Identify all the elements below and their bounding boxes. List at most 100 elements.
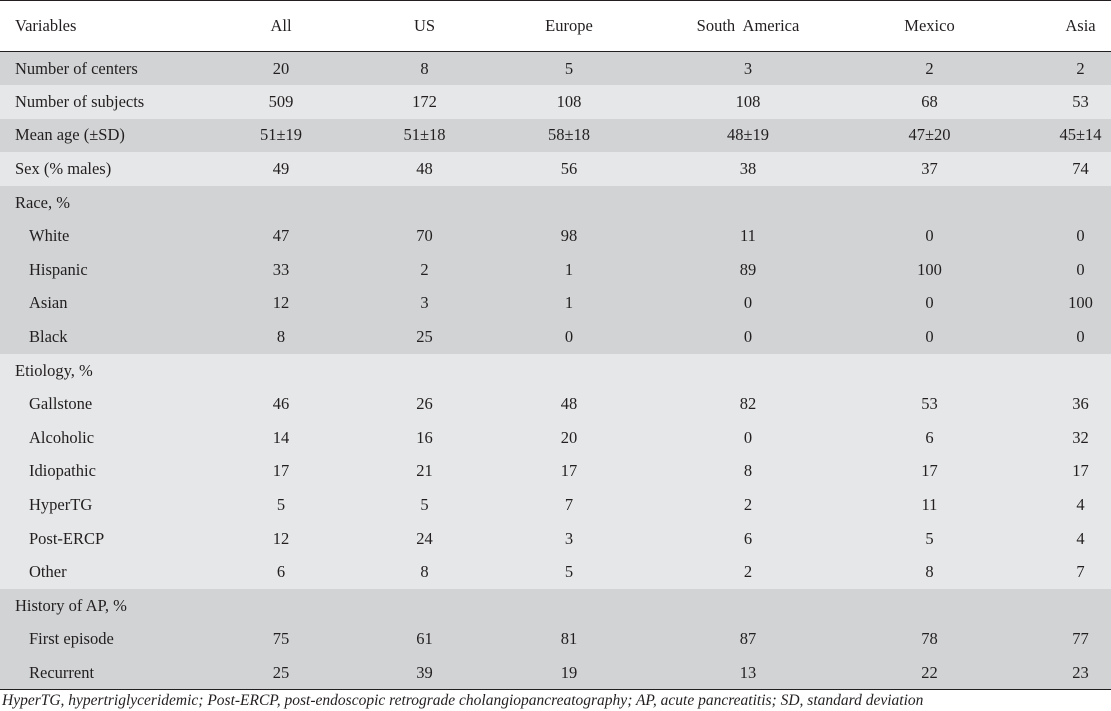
cell-asia: 7 xyxy=(1022,555,1111,589)
column-header-europe: Europe xyxy=(479,0,659,52)
cell-us: 21 xyxy=(370,454,479,489)
cell-south-america: 11 xyxy=(659,219,837,254)
cell-europe: 19 xyxy=(479,656,659,691)
cell-europe: 7 xyxy=(479,488,659,522)
row-sublabel: Gallstone xyxy=(0,387,192,422)
cell-europe: 5 xyxy=(479,51,659,86)
cell-all: 17 xyxy=(192,454,370,489)
cell-all: 33 xyxy=(192,253,370,287)
cell-south-america: 2 xyxy=(659,555,837,589)
cell-all: 8 xyxy=(192,320,370,354)
cell-us xyxy=(370,185,479,220)
row-sublabel: HyperTG xyxy=(0,488,192,522)
cell-south-america xyxy=(659,185,837,220)
cell-mexico xyxy=(837,353,1022,388)
cell-all: 47 xyxy=(192,219,370,254)
cell-south-america: 82 xyxy=(659,387,837,422)
column-header-mexico: Mexico xyxy=(837,0,1022,52)
cell-us: 172 xyxy=(370,85,479,119)
cell-asia: 0 xyxy=(1022,253,1111,287)
row-sublabel: Alcoholic xyxy=(0,421,192,455)
cell-us: 2 xyxy=(370,253,479,287)
row-sublabel: Hispanic xyxy=(0,253,192,287)
cell-mexico: 78 xyxy=(837,622,1022,657)
cell-europe: 81 xyxy=(479,622,659,657)
cell-asia: 17 xyxy=(1022,454,1111,489)
row-label: Number of subjects xyxy=(0,85,192,119)
table-row: Black 8 25 0 0 0 0 xyxy=(0,320,1111,354)
cell-south-america: 13 xyxy=(659,656,837,691)
cell-mexico: 0 xyxy=(837,320,1022,354)
cell-all xyxy=(192,589,370,623)
cell-mexico: 2 xyxy=(837,51,1022,86)
table-header-row: Variables All US Europe South America Me… xyxy=(0,0,1111,52)
cell-all: 25 xyxy=(192,656,370,691)
cell-asia: 0 xyxy=(1022,219,1111,254)
cell-us: 51±18 xyxy=(370,118,479,153)
cell-europe: 1 xyxy=(479,286,659,321)
cell-asia: 45±14 xyxy=(1022,118,1111,153)
row-label: History of AP, % xyxy=(0,589,192,623)
table-row: Recurrent 25 39 19 13 22 23 xyxy=(0,656,1111,691)
row-label: Number of centers xyxy=(0,51,192,86)
table-row: Hispanic 33 2 1 89 100 0 xyxy=(0,253,1111,287)
cell-europe: 58±18 xyxy=(479,118,659,153)
row-sublabel: Asian xyxy=(0,286,192,321)
cell-us: 25 xyxy=(370,320,479,354)
cell-mexico xyxy=(837,185,1022,220)
cell-mexico: 37 xyxy=(837,152,1022,186)
cell-asia: 74 xyxy=(1022,152,1111,186)
cell-us: 39 xyxy=(370,656,479,691)
column-header-south-america: South America xyxy=(659,0,837,52)
row-sublabel: Post-ERCP xyxy=(0,521,192,556)
cell-south-america: 38 xyxy=(659,152,837,186)
cell-mexico: 8 xyxy=(837,555,1022,589)
cell-mexico: 5 xyxy=(837,521,1022,556)
table-row: HyperTG 5 5 7 2 11 4 xyxy=(0,488,1111,522)
cell-us xyxy=(370,353,479,388)
cell-us: 70 xyxy=(370,219,479,254)
cell-europe: 20 xyxy=(479,421,659,455)
cell-south-america: 6 xyxy=(659,521,837,556)
table-row: Gallstone 46 26 48 82 53 36 xyxy=(0,387,1111,422)
cell-all: 6 xyxy=(192,555,370,589)
row-sublabel: Other xyxy=(0,555,192,589)
cell-all: 51±19 xyxy=(192,118,370,153)
column-header-all: All xyxy=(192,0,370,52)
cell-mexico: 17 xyxy=(837,454,1022,489)
cell-asia: 100 xyxy=(1022,286,1111,321)
cell-south-america: 48±19 xyxy=(659,118,837,153)
table-row: First episode 75 61 81 87 78 77 xyxy=(0,622,1111,657)
cell-asia: 36 xyxy=(1022,387,1111,422)
cell-mexico xyxy=(837,589,1022,623)
cell-mexico: 53 xyxy=(837,387,1022,422)
row-sublabel: Idiopathic xyxy=(0,454,192,489)
row-label: Mean age (±SD) xyxy=(0,118,192,153)
cell-south-america: 2 xyxy=(659,488,837,522)
cell-europe: 48 xyxy=(479,387,659,422)
cell-south-america: 87 xyxy=(659,622,837,657)
cell-mexico: 11 xyxy=(837,488,1022,522)
table-row: Asian 12 3 1 0 0 100 xyxy=(0,286,1111,321)
cell-europe: 0 xyxy=(479,320,659,354)
cell-asia: 2 xyxy=(1022,51,1111,86)
cell-europe: 98 xyxy=(479,219,659,254)
cell-south-america: 108 xyxy=(659,85,837,119)
table-row: Other 6 8 5 2 8 7 xyxy=(0,555,1111,589)
cell-europe: 1 xyxy=(479,253,659,287)
cell-mexico: 47±20 xyxy=(837,118,1022,153)
cell-europe xyxy=(479,589,659,623)
cell-us: 24 xyxy=(370,521,479,556)
table-row: History of AP, % xyxy=(0,589,1111,623)
table-row: Mean age (±SD) 51±19 51±18 58±18 48±19 47±20 4… xyxy=(0,118,1111,153)
cell-asia: 77 xyxy=(1022,622,1111,657)
cell-south-america: 0 xyxy=(659,421,837,455)
table-footnote: HyperTG, hypertriglyceridemic; Post-ERCP… xyxy=(2,692,924,709)
cell-us: 3 xyxy=(370,286,479,321)
table-row: Sex (% males) 49 48 56 38 37 74 xyxy=(0,152,1111,186)
cell-europe xyxy=(479,353,659,388)
cell-us: 5 xyxy=(370,488,479,522)
row-sublabel: First episode xyxy=(0,622,192,657)
cell-south-america xyxy=(659,353,837,388)
